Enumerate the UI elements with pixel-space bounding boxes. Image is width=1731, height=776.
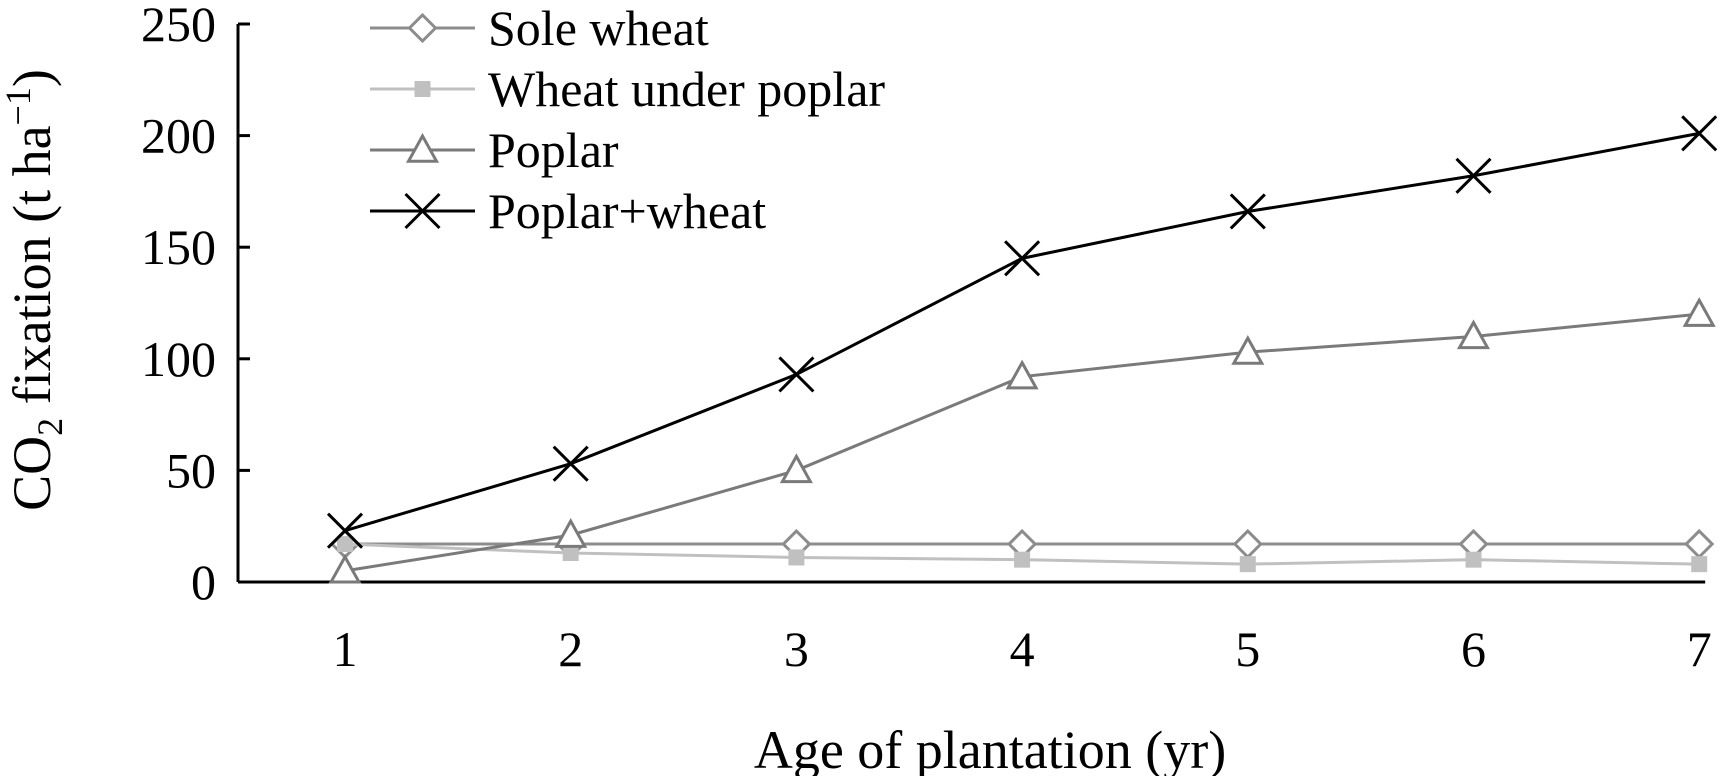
x-tick-label: 2 xyxy=(558,621,583,677)
data-point-x-stroke xyxy=(1681,115,1718,152)
data-point-square xyxy=(1014,551,1031,568)
y-axis-label-subscript: 2 xyxy=(30,418,70,436)
legend-item: Poplar xyxy=(370,122,619,178)
legend-item: Poplar+wheat xyxy=(370,183,766,239)
data-point-x xyxy=(326,512,364,549)
data-point-diamond xyxy=(1232,528,1263,560)
x-tick-label: 3 xyxy=(784,621,809,677)
data-point-diamond xyxy=(1684,528,1715,560)
x-axis-ticks: 1 2 3 4 5 6 7 xyxy=(333,621,1712,677)
y-axis-ticks: 0 50 100 150 200 250 xyxy=(141,0,250,610)
y-tick-label: 200 xyxy=(141,108,216,164)
y-tick-label: 150 xyxy=(141,219,216,275)
data-point-square xyxy=(788,549,805,566)
data-point-square xyxy=(337,536,353,553)
x-tick-label: 7 xyxy=(1687,621,1712,677)
data-point-triangle xyxy=(1005,359,1039,390)
data-point-triangle xyxy=(1456,319,1491,350)
data-point-triangle xyxy=(554,518,588,548)
y-tick-label: 100 xyxy=(141,331,216,387)
data-point-x xyxy=(1229,193,1266,230)
data-point-x-stroke xyxy=(552,445,589,482)
data-point-x xyxy=(404,192,441,230)
x-tick-label: 4 xyxy=(1010,621,1035,677)
x-axis-label: Age of plantation (yr) xyxy=(754,720,1226,776)
y-axis-label-superscript: −1 xyxy=(0,87,38,125)
y-tick-label: 0 xyxy=(191,554,216,610)
series-layer xyxy=(326,115,1718,584)
y-axis-label-prefix: CO xyxy=(2,436,62,511)
y-axis-label-middle: fixation (t ha xyxy=(2,125,62,417)
y-tick-label: 50 xyxy=(166,442,216,498)
data-point-x xyxy=(778,356,815,393)
x-tick-label: 1 xyxy=(333,621,358,677)
series-wheat-under-poplar xyxy=(337,536,1708,573)
series-poplar xyxy=(328,297,1716,584)
axes xyxy=(236,24,1706,584)
data-point-x-stroke xyxy=(404,192,441,230)
data-point-square xyxy=(1239,556,1256,573)
data-point-x xyxy=(552,445,589,482)
y-axis-label: CO2 fixation (t ha−1) xyxy=(0,69,70,511)
legend-item: Wheat under poplar xyxy=(370,61,885,117)
data-point-square xyxy=(1465,551,1482,568)
data-point-square xyxy=(1691,556,1708,573)
data-point-x-stroke xyxy=(1455,157,1492,194)
data-point-x-stroke xyxy=(1004,240,1041,277)
data-point-x xyxy=(1455,157,1492,194)
legend-label: Sole wheat xyxy=(488,0,709,56)
data-point-triangle xyxy=(1682,297,1716,327)
data-point-x xyxy=(1681,115,1718,152)
series-poplar-wheat xyxy=(326,115,1718,549)
data-point-triangle xyxy=(779,453,813,484)
data-point-diamond xyxy=(407,12,438,44)
data-point-triangle xyxy=(405,132,440,163)
x-tick-label: 6 xyxy=(1461,621,1486,677)
legend-label: Wheat under poplar xyxy=(488,61,885,117)
data-point-x-stroke xyxy=(1229,193,1266,230)
data-point-x-stroke xyxy=(778,356,815,393)
data-point-x-stroke xyxy=(326,512,364,549)
legend-label: Poplar xyxy=(488,122,619,178)
y-axis-label-suffix: ) xyxy=(2,69,62,87)
data-point-x xyxy=(1004,240,1041,277)
legend-item: Sole wheat xyxy=(370,0,709,56)
y-tick-label: 250 xyxy=(141,0,216,52)
data-point-triangle xyxy=(328,553,362,584)
x-tick-label: 5 xyxy=(1235,621,1260,677)
data-point-square xyxy=(414,81,431,97)
legend-label: Poplar+wheat xyxy=(488,183,766,239)
data-point-triangle xyxy=(1231,335,1265,365)
data-point-square xyxy=(562,544,579,561)
